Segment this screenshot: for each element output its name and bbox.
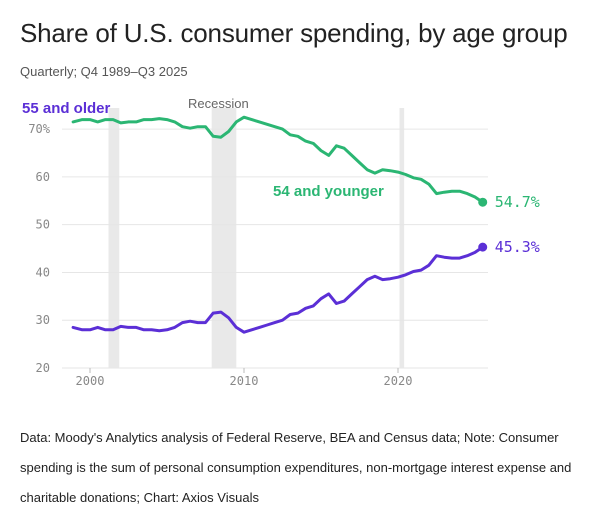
y-tick-label: 50 (36, 218, 50, 232)
chart-labels: 54.7% 45.3% 54 and younger 55 and older Rece… (22, 96, 540, 256)
y-tick-label: 60 (36, 170, 50, 184)
line-chart: 20 30 40 50 60 70% 2000 2010 2020 54.7% 45.3% 54 … (22, 96, 540, 388)
series-end-point-0 (478, 197, 488, 207)
x-tick-label: 2000 (76, 374, 105, 388)
y-tick-label: 20 (36, 361, 50, 375)
series-line-0 (71, 115, 485, 204)
x-tick-label: 2020 (384, 374, 413, 388)
y-tick-label: 40 (36, 265, 50, 279)
y-tick-label: 70% (28, 122, 50, 136)
chart-subtitle: Quarterly; Q4 1989–Q3 2025 (20, 64, 188, 79)
recession-band-2 (399, 108, 405, 368)
recession-annotation: Recession (188, 96, 249, 111)
series-line-1 (71, 245, 485, 334)
y-tick-label: 30 (36, 313, 50, 327)
chart-title: Share of U.S. consumer spending, by age … (20, 18, 568, 48)
series-end-value-1: 45.3% (495, 238, 540, 256)
recession-band-1 (211, 108, 237, 368)
series-end-point-1 (478, 242, 488, 252)
series-name-label: 55 and older (22, 100, 111, 117)
x-axis: 2000 2010 2020 (76, 368, 413, 388)
series-name-label: 54 and younger (273, 183, 384, 200)
source-note: Data: Moody's Analytics analysis of Fede… (20, 430, 572, 505)
series-end-value-0: 54.7% (495, 193, 540, 211)
gridlines (62, 128, 488, 369)
x-tick-label: 2010 (230, 374, 259, 388)
y-axis: 20 30 40 50 60 70% (28, 122, 50, 375)
series-lines (71, 115, 488, 334)
recession-band-0 (108, 108, 120, 368)
